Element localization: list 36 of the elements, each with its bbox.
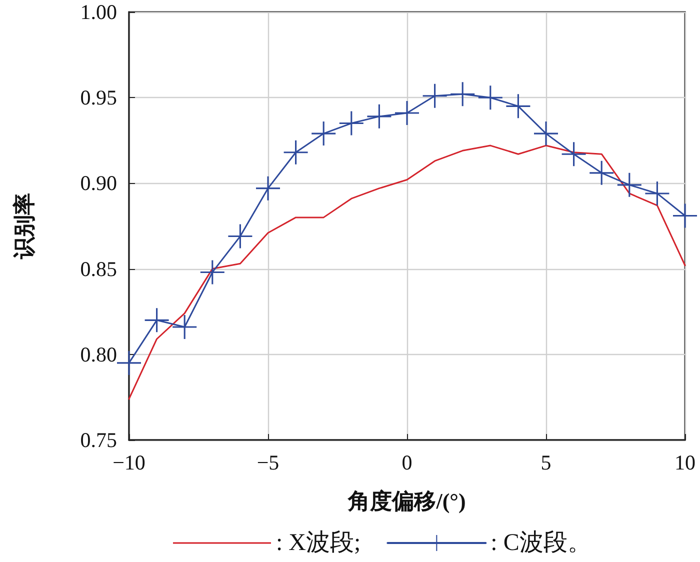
point xyxy=(200,260,224,284)
point xyxy=(478,86,502,110)
point xyxy=(645,181,670,206)
point xyxy=(339,111,364,136)
point xyxy=(117,350,141,375)
y-tick-label: 0.90 xyxy=(80,171,117,196)
legend-label: : X波段; xyxy=(276,530,361,556)
point xyxy=(144,308,169,332)
point xyxy=(172,315,197,340)
point xyxy=(534,122,558,146)
x-axis-title: 角度偏移/(°) xyxy=(347,488,466,514)
y-tick-label: 0.85 xyxy=(80,256,117,281)
point xyxy=(312,122,336,146)
y-tick-label: 1.00 xyxy=(80,0,117,24)
point xyxy=(590,160,614,185)
point xyxy=(284,140,308,164)
point xyxy=(256,176,280,200)
point xyxy=(673,204,697,228)
legend-label: : C波段。 xyxy=(490,530,592,556)
point xyxy=(506,94,530,118)
x-tick-label: −10 xyxy=(112,450,146,474)
point xyxy=(450,82,475,106)
x-tick-label: −5 xyxy=(256,450,280,474)
y-tick-label: 0.75 xyxy=(80,428,117,452)
point xyxy=(367,104,392,128)
point xyxy=(617,172,642,197)
y-axis-title: 识别率 xyxy=(12,193,36,260)
point xyxy=(562,142,586,166)
point xyxy=(395,101,419,126)
x-tick-label: 5 xyxy=(540,450,552,474)
x-tick-label: 0 xyxy=(402,450,412,474)
point xyxy=(422,84,447,108)
y-tick-label: 0.95 xyxy=(80,86,117,110)
point xyxy=(228,224,252,248)
y-tick-label: 0.80 xyxy=(80,342,117,366)
x-tick-label: 10 xyxy=(674,450,696,474)
